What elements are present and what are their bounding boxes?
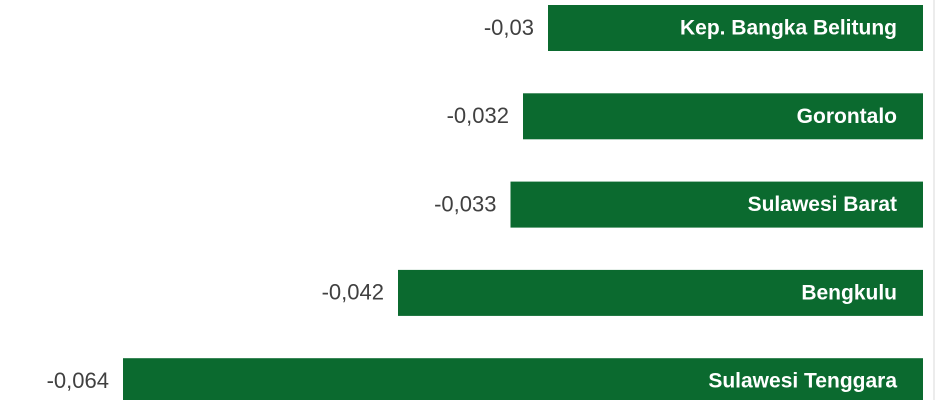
value-label: -0,032: [447, 103, 509, 128]
value-label: -0,042: [322, 280, 384, 305]
bar: [398, 269, 923, 316]
category-label: Gorontalo: [797, 105, 897, 128]
category-label: Sulawesi Barat: [748, 193, 897, 216]
value-label: -0,064: [47, 368, 109, 393]
bar: [510, 181, 923, 228]
category-label: Bengkulu: [801, 281, 897, 304]
bar: [548, 5, 923, 51]
category-label: Sulawesi Tenggara: [708, 370, 897, 393]
category-label: Kep. Bangka Belitung: [680, 17, 897, 40]
bar: [523, 93, 923, 140]
value-label: -0,033: [434, 191, 496, 216]
value-label: -0,03: [484, 15, 534, 40]
bar: [123, 358, 923, 400]
